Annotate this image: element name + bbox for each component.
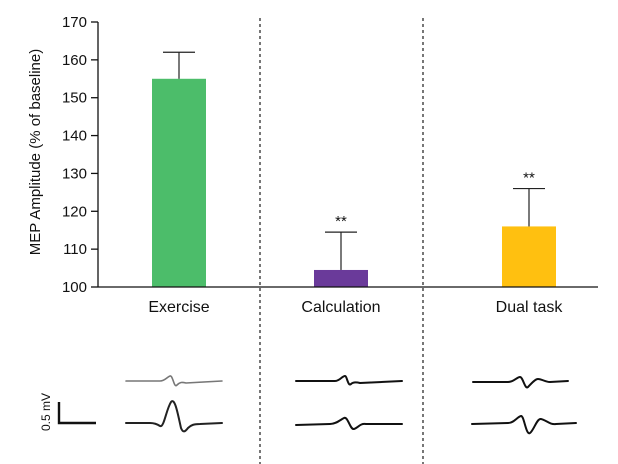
category-labels: Exercise Calculation Dual task [148,299,563,316]
y-axis-ticks: 100 110 120 130 140 150 160 170 [62,14,98,296]
bars [152,78,556,288]
y-tick-label: 100 [62,279,87,296]
y-axis-label: MEP Amplitude (% of baseline) [27,49,44,256]
significance-label: ** [523,170,535,187]
y-tick-label: 130 [62,165,87,182]
bar-exercise [152,78,206,288]
category-label: Calculation [301,299,380,316]
y-tick-label: 140 [62,128,87,145]
significance-labels: ** ** [335,170,535,231]
scale-bar-icon [57,402,96,425]
bar-calculation [314,269,368,287]
scale-bar-label: 0.5 mV [39,393,53,431]
category-label: Exercise [148,299,209,316]
bar-dual-task [502,226,556,287]
error-bars [163,51,545,270]
y-tick-label: 160 [62,52,87,69]
y-tick-label: 110 [63,241,87,258]
y-tick-label: 120 [62,203,87,220]
significance-label: ** [335,213,347,230]
category-label: Dual task [496,299,564,316]
y-tick-label: 170 [62,14,87,31]
y-tick-label: 150 [62,90,87,107]
mep-trace-icon [125,375,577,435]
